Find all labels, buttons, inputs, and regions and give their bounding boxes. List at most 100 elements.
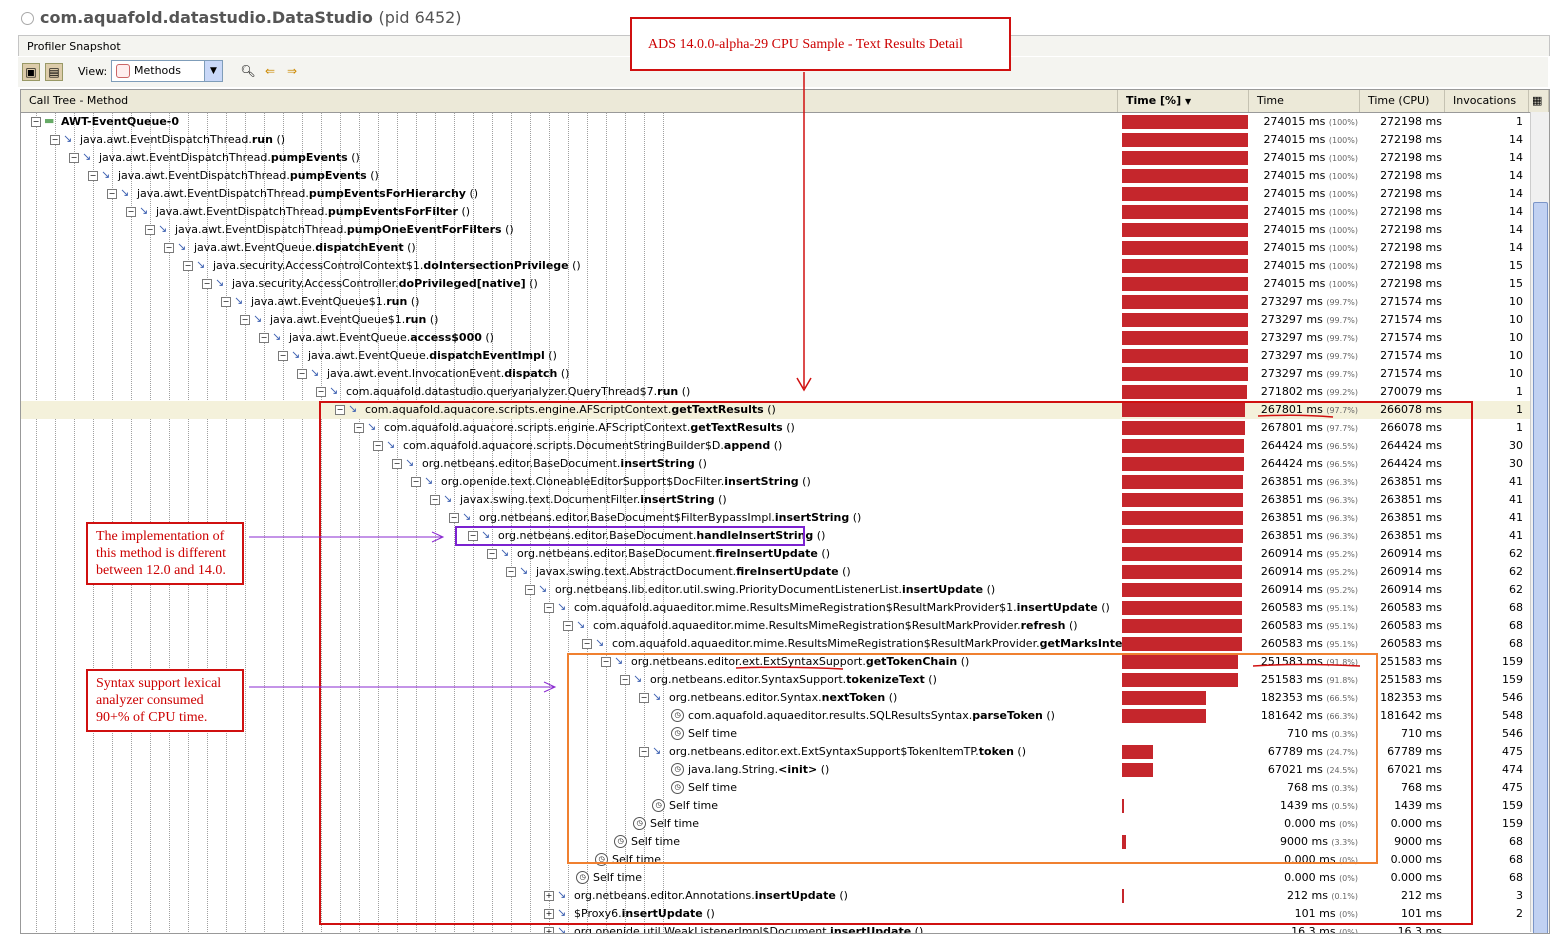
collapse-icon[interactable]: − [392, 459, 402, 469]
collapse-icon[interactable]: − [487, 549, 497, 559]
collapse-icon[interactable]: − [145, 225, 155, 235]
expand-icon[interactable]: + [544, 909, 554, 919]
collapse-icon[interactable]: − [278, 351, 288, 361]
collapse-icon[interactable]: − [31, 117, 41, 127]
collapse-icon[interactable]: − [183, 261, 193, 271]
collapse-icon[interactable]: − [107, 189, 117, 199]
collapse-icon[interactable]: − [69, 153, 79, 163]
column-selector-icon[interactable]: ▦ [1529, 90, 1549, 112]
table-row[interactable]: − ↘ org.netbeans.lib.editor.util.swing.Pri… [21, 581, 1549, 599]
table-row[interactable]: − ↘ java.awt.EventQueue.access$000 () 27329… [21, 329, 1549, 347]
table-row[interactable]: − ↘ org.netbeans.editor.BaseDocument$Filte… [21, 509, 1549, 527]
table-row[interactable]: − ↘ javax.swing.text.DocumentFilter.insert… [21, 491, 1549, 509]
table-row[interactable]: − ↘ java.awt.EventDispatchThread.run () 274… [21, 131, 1549, 149]
collapse-icon[interactable]: − [50, 135, 60, 145]
collapse-icon[interactable]: − [506, 567, 516, 577]
collapse-icon[interactable]: − [221, 297, 231, 307]
vertical-scrollbar[interactable] [1530, 112, 1549, 933]
table-row[interactable]: − ↘ java.awt.EventQueue.dispatchEventImpl … [21, 347, 1549, 365]
column-header-time-pct[interactable]: Time [%] ▼ [1118, 90, 1249, 112]
table-row[interactable]: − ↘ com.aquafold.aquacore.scripts.engine.A… [21, 419, 1549, 437]
table-row[interactable]: − ↘ java.awt.event.InvocationEvent.dispatc… [21, 365, 1549, 383]
collapse-icon[interactable]: − [126, 207, 136, 217]
table-row[interactable]: − ↘ java.awt.EventQueue.dispatchEvent () 27… [21, 239, 1549, 257]
find-previous-icon[interactable]: ⇐ [264, 64, 276, 78]
table-row[interactable]: − ↘ com.aquafold.datastudio.queryanalyzer.… [21, 383, 1549, 401]
table-row[interactable]: − ↘ org.netbeans.editor.BaseDocument.handl… [21, 527, 1549, 545]
table-row[interactable]: + ↘ org.openide.util.WeakListenerImpl$Docu… [21, 923, 1549, 933]
collapse-icon[interactable]: − [373, 441, 383, 451]
table-row[interactable]: − ↘ javax.swing.text.AbstractDocument.fire… [21, 563, 1549, 581]
scrollbar-thumb[interactable] [1533, 202, 1548, 933]
table-row[interactable]: − ↘ com.aquafold.aquaeditor.mime.ResultsMi… [21, 599, 1549, 617]
view-label: View: [78, 65, 108, 78]
table-row[interactable]: − ↘ org.netbeans.editor.Syntax.nextToken (… [21, 689, 1549, 707]
collapse-icon[interactable]: − [563, 621, 573, 631]
table-row[interactable]: ◷ Self time 710 ms (0.3%) 710 ms 546 [21, 725, 1549, 743]
collapse-icon[interactable]: − [468, 531, 478, 541]
collapse-icon[interactable]: − [354, 423, 364, 433]
export-icon[interactable]: ▤ [45, 63, 63, 81]
save-snapshot-icon[interactable]: ▣ [22, 63, 40, 81]
table-row[interactable]: − ↘ java.awt.EventDispatchThread.pumpEvent… [21, 149, 1549, 167]
column-header-time-cpu[interactable]: Time (CPU) [1360, 90, 1445, 112]
table-row[interactable]: ◷ Self time 0.000 ms (0%) 0.000 ms 159 [21, 815, 1549, 833]
expand-icon[interactable]: + [544, 891, 554, 901]
table-row[interactable]: − ↘ java.security.AccessController.doPrivi… [21, 275, 1549, 293]
search-icon[interactable]: 🔍︎ [240, 64, 256, 78]
table-row[interactable]: − ↘ java.awt.EventQueue$1.run () 273297 ms … [21, 311, 1549, 329]
collapse-icon[interactable]: − [430, 495, 440, 505]
collapse-icon[interactable]: − [202, 279, 212, 289]
table-row[interactable]: − ↘ com.aquafold.aquacore.scripts.engine.A… [21, 401, 1549, 419]
table-row[interactable]: ◷ Self time 1439 ms (0.5%) 1439 ms 159 [21, 797, 1549, 815]
time-bar [1122, 331, 1248, 345]
table-row[interactable]: − ↘ java.awt.EventDispatchThread.pumpOneEv… [21, 221, 1549, 239]
table-row[interactable]: ◷ Self time 9000 ms (3.3%) 9000 ms 68 [21, 833, 1549, 851]
table-row[interactable]: − ↘ java.awt.EventDispatchThread.pumpEvent… [21, 203, 1549, 221]
table-row[interactable]: − ↘ org.openide.text.CloneableEditorSuppor… [21, 473, 1549, 491]
table-row[interactable]: + ↘ $Proxy6.insertUpdate () 101 ms (0%) 101 … [21, 905, 1549, 923]
column-header-method[interactable]: Call Tree - Method [21, 90, 1118, 112]
expand-icon[interactable]: + [544, 927, 554, 933]
table-row[interactable]: ◷ java.lang.String.<init> () 67021 ms (24.… [21, 761, 1549, 779]
collapse-icon[interactable]: − [164, 243, 174, 253]
table-row[interactable]: − ↘ java.awt.EventDispatchThread.pumpEvent… [21, 167, 1549, 185]
collapse-icon[interactable]: − [316, 387, 326, 397]
table-row[interactable]: − ↘ com.aquafold.aquacore.scripts.Document… [21, 437, 1549, 455]
column-header-invocations[interactable]: Invocations [1445, 90, 1529, 112]
collapse-icon[interactable]: − [639, 747, 649, 757]
table-row[interactable]: − ↘ org.netbeans.editor.ext.ExtSyntaxSuppo… [21, 653, 1549, 671]
table-row[interactable]: − ↘ java.awt.EventQueue$1.run () 273297 ms … [21, 293, 1549, 311]
table-row[interactable]: − ▬ AWT-EventQueue-0 274015 ms (100%) 272198… [21, 113, 1549, 131]
collapse-icon[interactable]: − [240, 315, 250, 325]
collapse-icon[interactable]: − [335, 405, 345, 415]
collapse-icon[interactable]: − [639, 693, 649, 703]
collapse-icon[interactable]: − [544, 603, 554, 613]
table-row[interactable]: ◷ com.aquafold.aquaeditor.results.SQLResu… [21, 707, 1549, 725]
time-cpu-value: 272198 ms [1380, 115, 1442, 128]
column-header-time[interactable]: Time [1249, 90, 1360, 112]
table-row[interactable]: − ↘ java.awt.EventDispatchThread.pumpEvent… [21, 185, 1549, 203]
table-row[interactable]: − ↘ org.netbeans.editor.SyntaxSupport.toke… [21, 671, 1549, 689]
table-row[interactable]: + ↘ org.netbeans.editor.Annotations.insert… [21, 887, 1549, 905]
collapse-icon[interactable]: − [525, 585, 535, 595]
table-row[interactable]: − ↘ org.netbeans.editor.BaseDocument.inser… [21, 455, 1549, 473]
collapse-icon[interactable]: − [449, 513, 459, 523]
collapse-icon[interactable]: − [601, 657, 611, 667]
collapse-icon[interactable]: − [88, 171, 98, 181]
table-row[interactable]: − ↘ org.netbeans.editor.BaseDocument.fireI… [21, 545, 1549, 563]
table-row[interactable]: − ↘ com.aquafold.aquaeditor.mime.ResultsMi… [21, 617, 1549, 635]
table-row[interactable]: ◷ Self time 0.000 ms (0%) 0.000 ms 68 [21, 869, 1549, 887]
table-row[interactable]: ◷ Self time 768 ms (0.3%) 768 ms 475 [21, 779, 1549, 797]
table-row[interactable]: − ↘ com.aquafold.aquaeditor.mime.ResultsMi… [21, 635, 1549, 653]
collapse-icon[interactable]: − [620, 675, 630, 685]
chevron-down-icon[interactable]: ▼ [204, 61, 222, 81]
collapse-icon[interactable]: − [297, 369, 307, 379]
collapse-icon[interactable]: − [411, 477, 421, 487]
collapse-icon[interactable]: − [259, 333, 269, 343]
find-next-icon[interactable]: ⇒ [286, 64, 298, 78]
collapse-icon[interactable]: − [582, 639, 592, 649]
table-row[interactable]: − ↘ java.security.AccessControlContext$1.d… [21, 257, 1549, 275]
table-row[interactable]: − ↘ org.netbeans.editor.ext.ExtSyntaxSuppo… [21, 743, 1549, 761]
view-select[interactable]: Methods ▼ [111, 60, 223, 82]
